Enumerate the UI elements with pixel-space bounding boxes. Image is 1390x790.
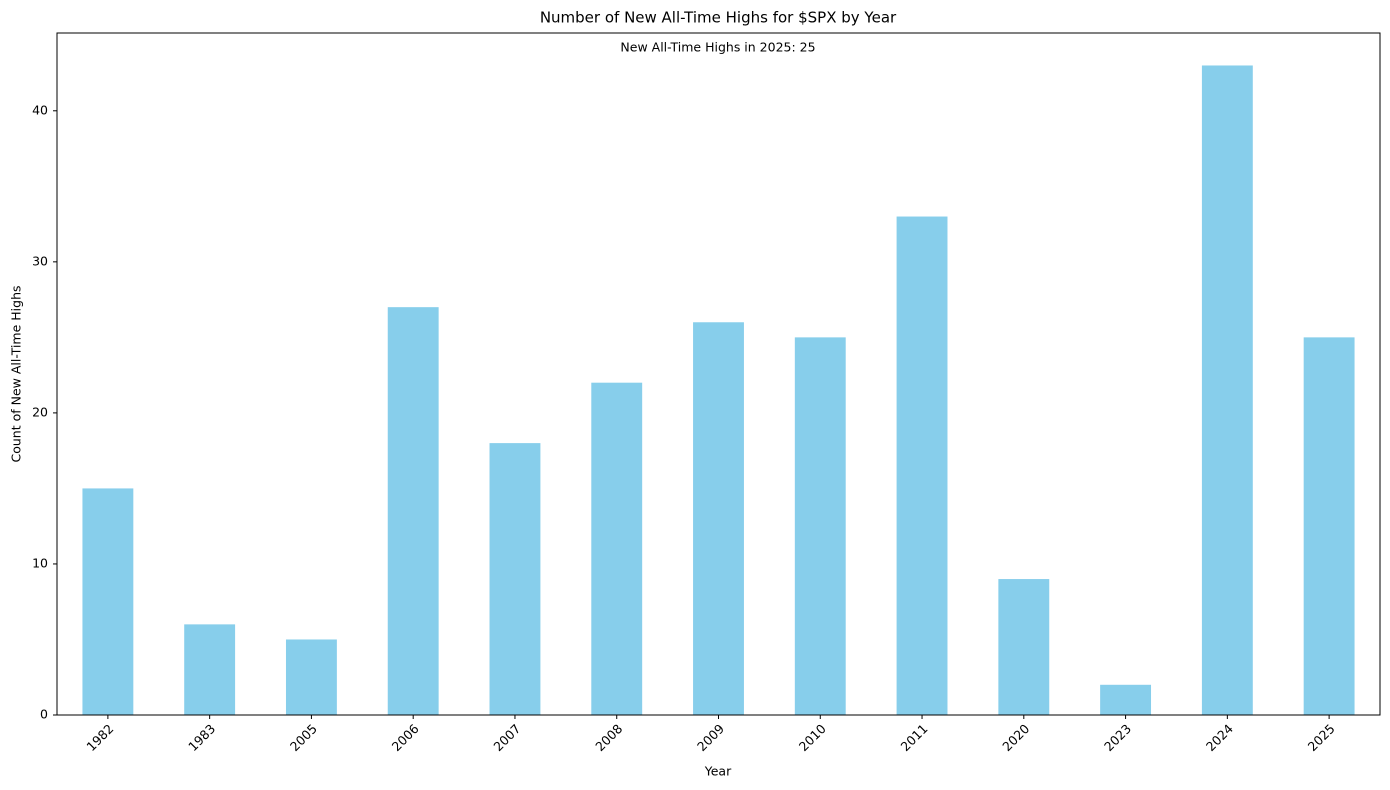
y-tick-label: 0 — [40, 707, 48, 722]
x-tick-label: 2024 — [1203, 721, 1236, 754]
bar — [591, 382, 643, 715]
y-tick-label: 40 — [32, 102, 48, 117]
plot-frame — [56, 32, 1381, 716]
bar — [794, 337, 846, 715]
x-tick-label: 2009 — [694, 721, 727, 754]
bar — [387, 307, 439, 715]
x-tick-label: 2011 — [898, 721, 931, 754]
x-axis-label: Year — [704, 764, 732, 779]
bar — [1303, 337, 1355, 715]
bar — [1201, 65, 1253, 715]
y-tick-label: 30 — [32, 253, 48, 268]
x-tick-label: 1982 — [83, 721, 116, 754]
x-tick-label: 2023 — [1101, 721, 1134, 754]
x-tick-label: 1983 — [185, 721, 218, 754]
bar — [1100, 684, 1152, 715]
bar — [693, 322, 744, 715]
bar — [896, 216, 948, 715]
y-tick-label: 10 — [32, 555, 48, 570]
bar — [82, 488, 134, 715]
y-tick-label: 20 — [32, 404, 48, 419]
x-tick-label: 2005 — [287, 721, 320, 754]
x-tick-label: 2008 — [592, 721, 625, 754]
x-tick-label: 2007 — [490, 721, 523, 754]
x-tick-label: 2010 — [796, 721, 829, 754]
bar — [184, 624, 236, 715]
chart-title: Number of New All-Time Highs for $SPX by… — [540, 9, 897, 27]
bar — [998, 579, 1050, 715]
x-tick-label: 2006 — [389, 721, 422, 754]
x-tick-label: 2020 — [999, 721, 1032, 754]
y-axis-label: Count of New All-Time Highs — [9, 285, 24, 462]
x-tick-label: 2025 — [1305, 721, 1338, 754]
annotation: New All-Time Highs in 2025: 25 — [620, 40, 815, 55]
bar — [489, 443, 541, 715]
bar — [285, 639, 337, 715]
